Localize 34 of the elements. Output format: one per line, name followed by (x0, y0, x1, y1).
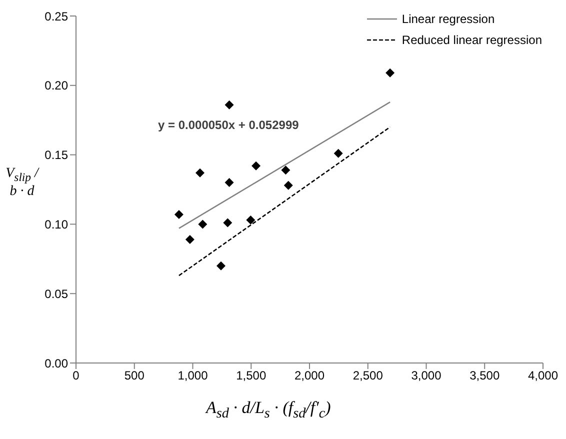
text: A$_{sd}$ · d/L$_{s}$ · (f$_{sd}$/f′$_{c}$) (206, 398, 331, 422)
x-tick-label: 1,000 (178, 368, 208, 383)
point (198, 220, 208, 229)
x-tick-label: 2,500 (352, 368, 384, 383)
y-tick-label: 0.10 (44, 217, 68, 232)
point (252, 161, 261, 170)
y-tick-label: 0.05 (44, 286, 68, 301)
point (246, 216, 256, 225)
x-tick-label: 500 (124, 368, 145, 383)
x-tick-label: 1,500 (236, 368, 266, 383)
legend-label: Linear regression (402, 12, 495, 26)
point (185, 234, 194, 244)
x-tick-label: 3,000 (411, 368, 442, 383)
y-tick-label: 0.25 (44, 9, 68, 24)
point (334, 148, 343, 158)
x-tick-label: 2,000 (294, 368, 325, 383)
y-tick-label: 0.20 (44, 78, 68, 93)
legend-label: Reduced linear regression (402, 32, 542, 46)
x-tick-label: 3,500 (470, 368, 500, 383)
point (386, 68, 395, 78)
point (284, 180, 293, 190)
point (281, 166, 290, 175)
annotation: y = 0.000050x + 0.052999 (158, 118, 299, 132)
y-tick-label: 0.15 (44, 148, 68, 162)
y-tick-label: 0.00 (44, 356, 68, 370)
x-tick-label: 0 (72, 368, 80, 383)
point (174, 210, 184, 219)
point (216, 261, 226, 270)
x-tick-label: 4,000 (528, 368, 558, 383)
point (224, 100, 234, 110)
y-axis-title: V$_{slip}$ / b · d (4, 166, 40, 200)
point (195, 168, 204, 178)
point (223, 218, 232, 228)
point (224, 178, 234, 188)
